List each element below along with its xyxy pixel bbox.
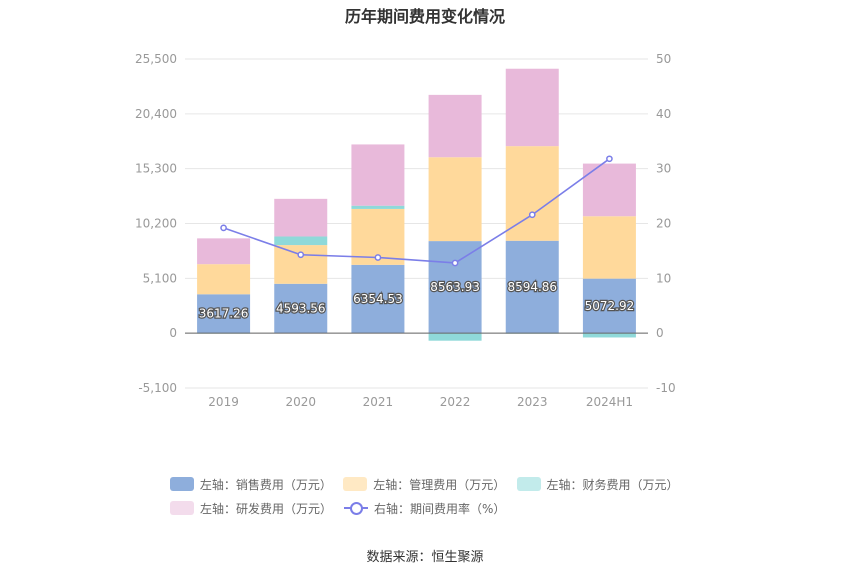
rate-line (220, 155, 613, 267)
bar-data-label: 3617.26 (199, 307, 249, 321)
legend-item-admin[interactable]: 左轴：管理费用（万元） (343, 476, 506, 493)
bar-data-label: 4593.56 (276, 301, 326, 315)
left-tick-label: 10,200 (135, 217, 177, 231)
bar-segment-2 (351, 205, 405, 209)
bar-segment-0 (505, 240, 559, 334)
left-axis-ticks: -5,100 0 5,100 10,200 15,300 20,400 25,500 (135, 52, 177, 395)
legend-line-marker-icon (344, 501, 369, 515)
legend-item-rate[interactable]: 右轴：期间费用率（%） (344, 500, 505, 517)
bar-segment-2 (582, 333, 636, 338)
x-tick-label: 2020 (285, 395, 316, 409)
bar-segment-0 (351, 264, 405, 334)
bar-segment-1 (197, 264, 251, 295)
bar-segment-0 (197, 294, 251, 334)
left-tick-label: 0 (169, 326, 177, 340)
legend-label-rd: 左轴：研发费用（万元） (200, 501, 333, 516)
x-axis-ticks: 2019 2020 2021 2022 2023 2024H1 (208, 395, 633, 409)
right-axis-ticks: -10 0 10 20 30 40 50 (656, 52, 676, 395)
x-tick-label: 2022 (440, 395, 471, 409)
left-tick-label: 15,300 (135, 162, 177, 176)
legend-label-sales: 左轴：销售费用（万元） (199, 477, 332, 492)
bar-data-label: 5072.92 (585, 299, 635, 313)
chart-plot: -5,100 0 5,100 10,200 15,300 20,400 25,500 -10… (135, 52, 676, 409)
bar-data-label: 6354.53 (353, 292, 403, 306)
rate-point (374, 254, 382, 261)
legend-swatch-finance (516, 477, 541, 491)
bar-segment-0 (274, 283, 328, 334)
right-tick-label: -10 (656, 381, 676, 395)
x-tick-label: 2024H1 (586, 395, 633, 409)
left-tick-label: 20,400 (135, 107, 177, 121)
x-tick-label: 2023 (517, 395, 548, 409)
bar-segment-3 (505, 68, 559, 147)
rate-point (528, 211, 536, 219)
legend-item-rd[interactable]: 左轴：研发费用（万元） (170, 500, 332, 517)
x-tick-label: 2021 (363, 395, 394, 409)
legend-item-finance[interactable]: 左轴：财务费用（万元） (516, 476, 679, 493)
legend-swatch-sales (170, 477, 194, 491)
rate-line-path (223, 158, 610, 264)
source-note: 数据来源：恒生聚源 (366, 550, 484, 565)
legend-swatch-rd (170, 501, 194, 515)
bar-segment-1 (428, 157, 482, 242)
chart-title: 历年期间费用变化情况 (344, 7, 505, 26)
legend-swatch-admin (343, 477, 368, 491)
bar-segment-3 (274, 198, 328, 237)
bar-segment-2 (428, 333, 482, 341)
right-tick-label: 10 (656, 271, 671, 285)
bar-segment-2 (274, 236, 328, 246)
right-tick-label: 40 (656, 107, 671, 121)
bar-segment-1 (582, 216, 636, 279)
left-tick-label: 25,500 (135, 52, 177, 66)
rate-point (220, 224, 227, 232)
right-tick-label: 30 (656, 162, 671, 176)
legend-label-finance: 左轴：财务费用（万元） (546, 477, 679, 492)
bar-segment-3 (351, 144, 405, 206)
legend-label-admin: 左轴：管理费用（万元） (373, 477, 506, 492)
right-tick-label: 20 (656, 217, 671, 231)
bar-data-label: 8563.93 (430, 280, 480, 294)
bar-segment-3 (428, 94, 482, 158)
bar-segment-1 (274, 245, 328, 284)
left-tick-label: -5,100 (138, 381, 177, 395)
x-tick-label: 2019 (208, 395, 239, 409)
bar-data-labels: 3617.26 4593.56 6354.53 8563.93 8594.86 5072.… (198, 279, 636, 322)
right-tick-label: 0 (656, 326, 664, 340)
legend-label-rate: 右轴：期间费用率（%） (374, 501, 506, 516)
left-tick-label: 5,100 (143, 271, 177, 285)
bar-segment-0 (428, 241, 482, 334)
bars (197, 68, 636, 341)
right-tick-label: 50 (656, 52, 671, 66)
grid-lines (185, 58, 648, 389)
bar-data-label: 8594.86 (507, 280, 557, 294)
legend-item-sales[interactable]: 左轴：销售费用（万元） (170, 476, 332, 493)
rate-point (297, 251, 305, 259)
rate-point (606, 155, 613, 163)
bar-segment-3 (197, 238, 251, 265)
legend: 左轴：销售费用（万元） 左轴：管理费用（万元） 左轴：财务费用（万元） 左轴：研… (170, 472, 690, 520)
bar-segment-0 (582, 278, 636, 334)
rate-point (451, 259, 459, 267)
